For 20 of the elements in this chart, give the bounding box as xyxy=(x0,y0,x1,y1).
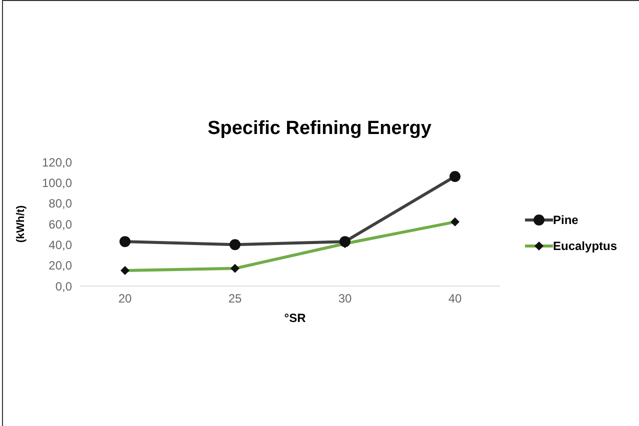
y-tick-label: 120,0 xyxy=(42,155,72,170)
y-tick-label: 40,0 xyxy=(48,238,72,252)
y-tick-label: 20,0 xyxy=(48,258,72,273)
y-tick-label: 100,0 xyxy=(42,176,72,190)
legend-label: Eucalyptus xyxy=(553,239,618,253)
y-tick-label: 0,0 xyxy=(55,279,72,294)
point xyxy=(450,170,460,182)
x-axis-title: °SR xyxy=(283,311,307,325)
y-axis-title: (kWh/t) xyxy=(14,205,27,243)
y-tick-label: 80,0 xyxy=(48,196,72,211)
y-tick-label: 60,0 xyxy=(48,217,72,232)
legend-label: Pine xyxy=(553,213,578,227)
x-tick-label: 20 xyxy=(118,292,132,306)
x-tick-label: 40 xyxy=(448,292,462,306)
x-tick-label: 30 xyxy=(338,292,352,306)
point xyxy=(230,239,240,250)
point xyxy=(120,236,130,248)
chart-title: Specific Refining Energy xyxy=(206,118,432,140)
point xyxy=(340,236,350,248)
x-tick-label: 25 xyxy=(228,292,242,306)
